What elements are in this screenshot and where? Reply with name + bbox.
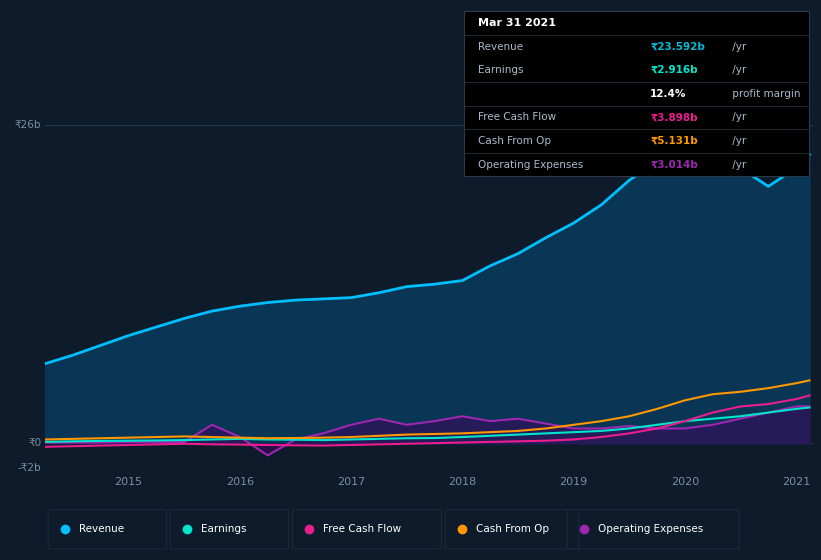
- Text: ₹0: ₹0: [28, 438, 41, 448]
- Text: /yr: /yr: [729, 41, 746, 52]
- Text: -₹2b: -₹2b: [18, 463, 41, 473]
- Text: ₹5.131b: ₹5.131b: [650, 136, 698, 146]
- Text: /yr: /yr: [729, 160, 746, 170]
- Text: /yr: /yr: [729, 113, 746, 123]
- Text: Earnings: Earnings: [478, 65, 523, 75]
- Text: Free Cash Flow: Free Cash Flow: [478, 113, 556, 123]
- Text: Operating Expenses: Operating Expenses: [478, 160, 583, 170]
- Text: Mar 31 2021: Mar 31 2021: [478, 18, 556, 28]
- Text: /yr: /yr: [729, 136, 746, 146]
- Text: Earnings: Earnings: [201, 524, 246, 534]
- Text: /yr: /yr: [729, 65, 746, 75]
- Text: ₹3.014b: ₹3.014b: [650, 160, 698, 170]
- Text: ₹3.898b: ₹3.898b: [650, 113, 698, 123]
- Text: Cash From Op: Cash From Op: [475, 524, 548, 534]
- Text: ₹2.916b: ₹2.916b: [650, 65, 698, 75]
- Text: Cash From Op: Cash From Op: [478, 136, 551, 146]
- Text: Revenue: Revenue: [478, 41, 523, 52]
- Text: 12.4%: 12.4%: [650, 89, 686, 99]
- Text: ₹23.592b: ₹23.592b: [650, 41, 705, 52]
- Text: ₹26b: ₹26b: [15, 120, 41, 130]
- Text: Revenue: Revenue: [79, 524, 124, 534]
- Text: profit margin: profit margin: [729, 89, 800, 99]
- Text: Operating Expenses: Operating Expenses: [598, 524, 703, 534]
- Text: Free Cash Flow: Free Cash Flow: [323, 524, 401, 534]
